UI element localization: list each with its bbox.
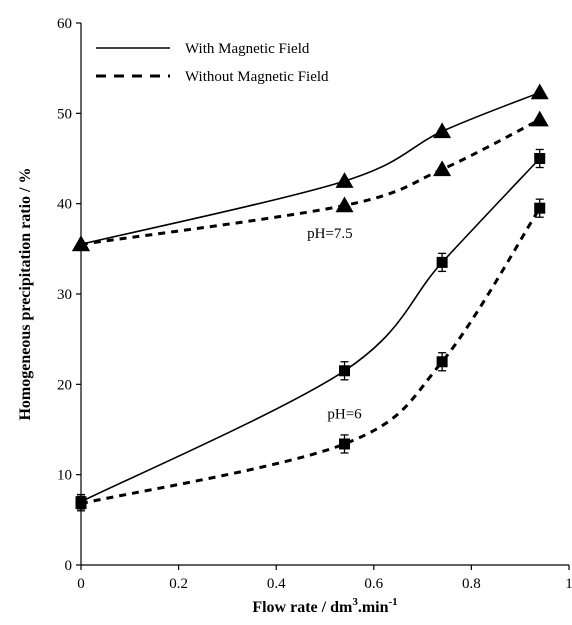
data-point-square: [339, 365, 351, 377]
series-line-pH75-with-magnetic: [80, 91, 541, 246]
x-axis-title-sup2: -1: [388, 596, 397, 608]
y-tick-label: 40: [57, 197, 72, 213]
annotation-label: pH=7.5: [307, 226, 353, 242]
markers: [72, 83, 549, 510]
data-point-triangle: [335, 196, 354, 213]
series-line-pH6-without-magnetic: [80, 207, 541, 506]
annotation-label: pH=6: [327, 407, 362, 423]
y-axis-title: Homogeneous precipitation ratio / %: [17, 167, 34, 420]
y-tick-label: 10: [57, 468, 72, 484]
series-line-pH6-with-magnetic: [80, 157, 541, 503]
data-point-triangle: [335, 172, 354, 188]
y-tick-label: 50: [57, 106, 72, 122]
data-point-square: [436, 256, 448, 268]
data-point-square: [75, 498, 87, 510]
series-line-pH75-without-magnetic: [80, 118, 541, 246]
legend-label: With Magnetic Field: [185, 41, 310, 57]
data-point-triangle: [433, 122, 452, 139]
data-point-triangle: [530, 110, 549, 127]
y-tick-label: 30: [57, 287, 72, 303]
x-tick-label: 0.2: [169, 576, 188, 592]
x-axis-title-mid: .min: [358, 599, 389, 616]
x-tick-label: 0.6: [364, 576, 383, 592]
legend-label: Without Magnetic Field: [185, 69, 329, 85]
annotations: pH=7.5 pH=6: [307, 226, 362, 423]
data-point-square: [534, 202, 546, 214]
plot-area: 0 10 20 30 40 50 60 0 0.2 0.4 0.6 0.8 1: [57, 16, 572, 592]
x-tick-label: 0: [77, 576, 85, 592]
data-point-square: [534, 153, 546, 164]
x-ticks: 0 0.2 0.4 0.6 0.8 1: [77, 565, 572, 592]
data-point-square: [339, 438, 351, 450]
data-point-triangle: [433, 160, 452, 177]
data-point-triangle: [530, 83, 549, 100]
x-axis-title-sup1: 3: [352, 596, 358, 608]
x-tick-label: 0.4: [267, 576, 286, 592]
x-tick-label: 1: [565, 576, 572, 592]
y-tick-label: 60: [57, 16, 72, 32]
y-tick-label: 20: [57, 377, 72, 393]
series-lines: [80, 91, 541, 506]
y-ticks: 0 10 20 30 40 50 60: [57, 16, 81, 574]
x-tick-label: 0.8: [462, 576, 481, 592]
data-point-triangle: [72, 235, 90, 252]
x-axis-title-main: Flow rate / dm: [252, 599, 353, 616]
x-axis-title: Flow rate / dm3.min-1: [252, 596, 397, 616]
legend: With Magnetic Field Without Magnetic Fiel…: [96, 41, 329, 85]
y-tick-label: 0: [65, 558, 73, 574]
data-point-square: [436, 356, 448, 368]
